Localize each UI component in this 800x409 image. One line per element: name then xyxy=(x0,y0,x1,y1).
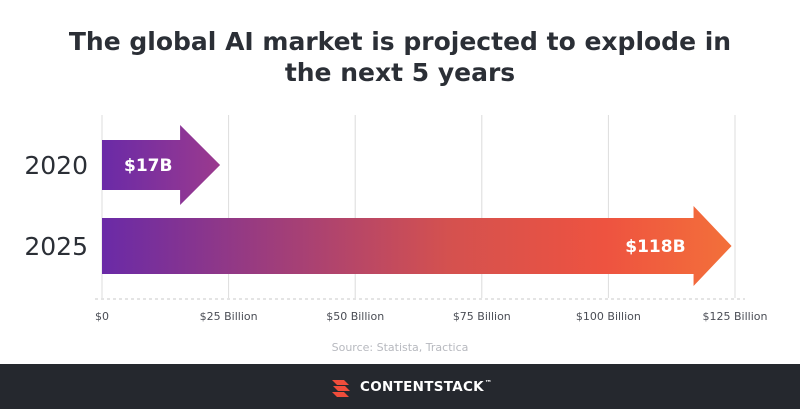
category-labels: 2020 2025 xyxy=(24,151,88,261)
source-note: Source: Statista, Tractica xyxy=(331,341,469,354)
brand-name: CONTENTSTACK™ xyxy=(360,379,493,395)
trademark-mark: ™ xyxy=(484,379,493,387)
bars: $17B $118B xyxy=(102,125,732,286)
data-label-2025: $118B xyxy=(625,237,685,257)
x-tick-label-0: $0 xyxy=(95,310,109,323)
x-axis: $0 $25 Billion $50 Billion $75 Billion $100 … xyxy=(95,298,768,323)
bar-chart: $0 $25 Billion $50 Billion $75 Billion $100 … xyxy=(24,115,768,323)
chart-title: The global AI market is projected to exp… xyxy=(0,26,800,88)
chart-title-line-1: The global AI market is projected to exp… xyxy=(68,27,732,56)
bar-2025 xyxy=(102,206,732,286)
x-tick-label-125: $125 Billion xyxy=(703,310,768,323)
data-label-2020: $17B xyxy=(124,156,172,176)
contentstack-logo-icon xyxy=(332,380,350,397)
chart-title-line-2: the next 5 years xyxy=(284,58,516,87)
x-tick-label-75: $75 Billion xyxy=(453,310,511,323)
category-label-2025: 2025 xyxy=(24,232,88,261)
footer-bar: CONTENTSTACK™ xyxy=(0,364,800,409)
brand-logo: CONTENTSTACK™ xyxy=(330,376,492,398)
x-tick-label-100: $100 Billion xyxy=(576,310,641,323)
category-label-2020: 2020 xyxy=(24,151,88,180)
bar-2020 xyxy=(102,125,221,205)
x-tick-label-25: $25 Billion xyxy=(200,310,258,323)
x-tick-label-50: $50 Billion xyxy=(326,310,384,323)
